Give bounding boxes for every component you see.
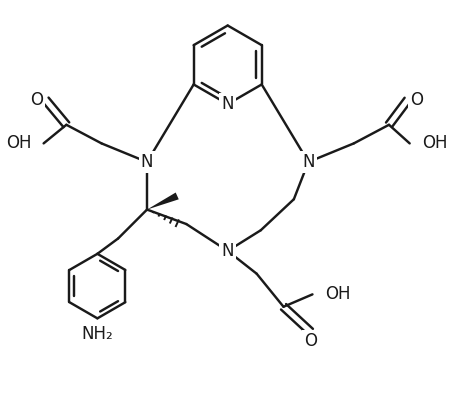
Text: N: N xyxy=(222,242,234,260)
Text: O: O xyxy=(410,91,423,109)
Text: NH₂: NH₂ xyxy=(82,325,113,343)
Text: O: O xyxy=(30,91,43,109)
Text: N: N xyxy=(302,153,315,171)
Text: N: N xyxy=(141,153,153,171)
Text: N: N xyxy=(222,95,234,113)
Text: OH: OH xyxy=(325,286,350,303)
Text: OH: OH xyxy=(422,134,448,152)
Text: O: O xyxy=(304,332,317,350)
Polygon shape xyxy=(147,193,179,210)
Text: OH: OH xyxy=(6,134,31,152)
